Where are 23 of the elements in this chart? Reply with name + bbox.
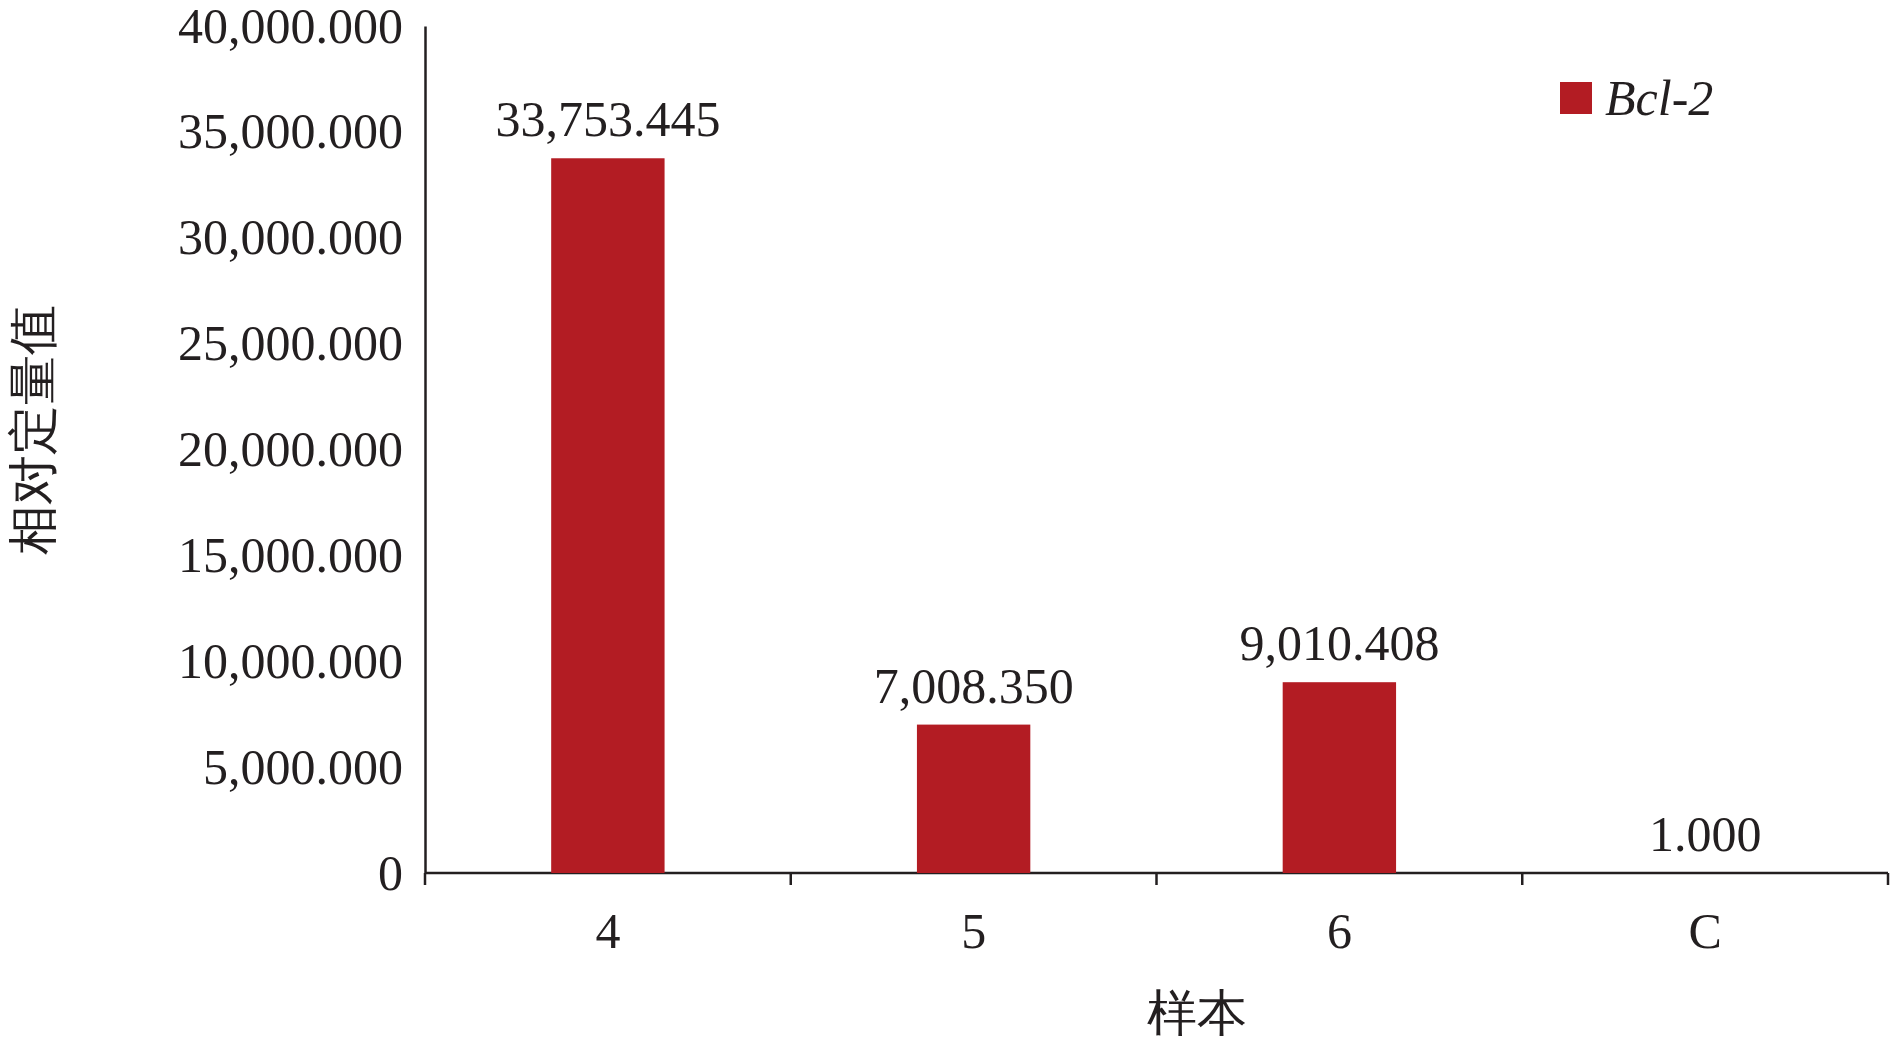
y-tick-label: 20,000.000	[178, 421, 403, 477]
x-tick-label: 4	[595, 903, 621, 959]
data-label: 7,008.350	[873, 657, 1074, 714]
bar	[551, 158, 665, 873]
data-label: 1.000	[1648, 805, 1762, 862]
y-tick-label: 40,000.000	[178, 0, 403, 54]
x-tick-label: 5	[961, 903, 987, 959]
y-tick-label: 5,000.000	[203, 738, 403, 795]
x-tick-label: 6	[1326, 903, 1352, 959]
y-axis-title: 相对定量值	[5, 304, 61, 555]
y-tick-label: 0	[378, 844, 403, 901]
y-tick-label: 15,000.000	[178, 526, 403, 583]
x-axis-title: 样本	[1146, 985, 1247, 1041]
y-tick-label: 35,000.000	[178, 103, 403, 160]
y-tick-label: 25,000.000	[178, 315, 403, 372]
legend-label: Bcl-2	[1605, 70, 1714, 126]
data-label: 33,753.445	[495, 91, 721, 148]
bar	[916, 724, 1031, 873]
bar	[1282, 682, 1397, 873]
data-label: 9,010.408	[1239, 615, 1440, 672]
y-tick-label: 10,000.000	[178, 632, 403, 689]
x-tick-label: C	[1688, 903, 1722, 959]
y-tick-label: 30,000.000	[178, 209, 403, 266]
